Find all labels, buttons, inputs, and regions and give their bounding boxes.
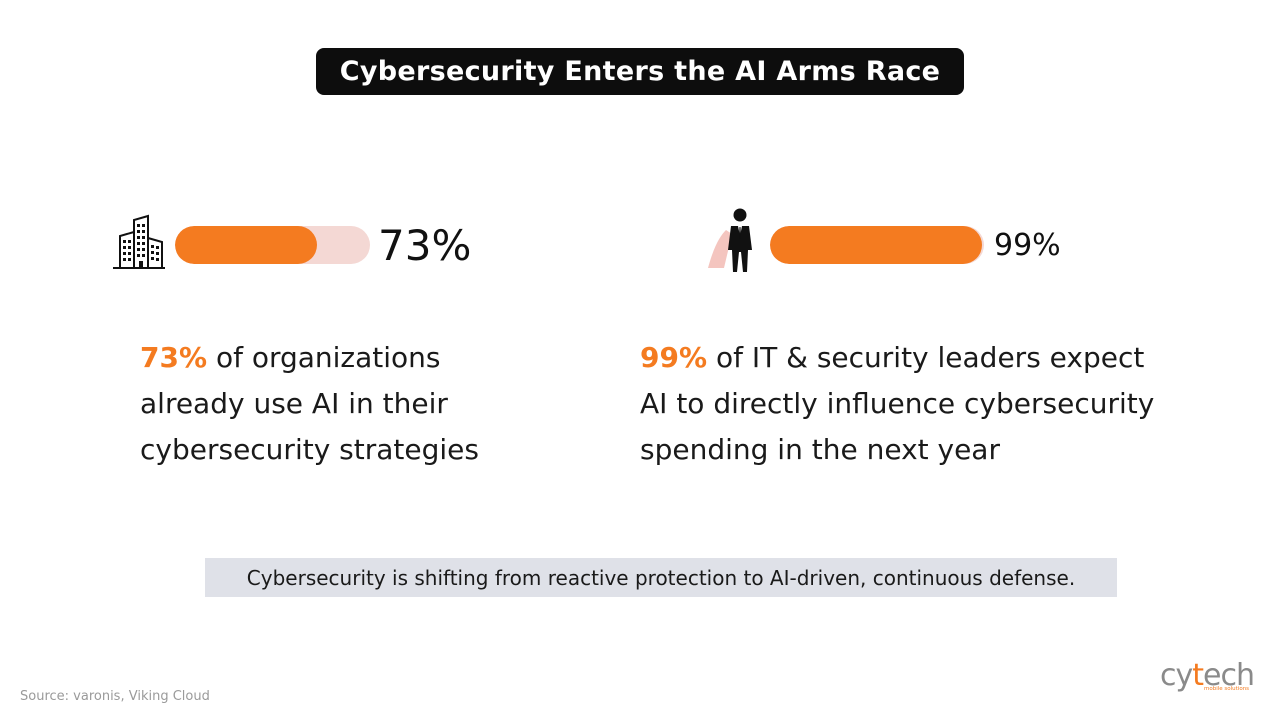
takeaway-banner: Cybersecurity is shifting from reactive … xyxy=(205,558,1117,597)
right-highlight: 99% xyxy=(640,341,708,374)
right-line-3: spending in the next year xyxy=(640,433,1000,466)
left-statistic: 73% of organizations already use AI in t… xyxy=(140,335,479,473)
left-progress-bar xyxy=(175,226,370,264)
logo-text-b: ech xyxy=(1203,658,1255,693)
logo-text-a: cy xyxy=(1160,658,1193,693)
page-title: Cybersecurity Enters the AI Arms Race xyxy=(316,48,964,95)
left-progress-fill xyxy=(175,226,318,264)
right-line-2: AI to directly influence cybersecurity xyxy=(640,387,1155,420)
left-highlight: 73% xyxy=(140,341,208,374)
businessman-icon xyxy=(708,208,752,272)
source-note: Source: varonis, Viking Cloud xyxy=(20,689,210,704)
building-icon xyxy=(113,214,165,269)
left-line-3: cybersecurity strategies xyxy=(140,433,479,466)
right-line-1: of IT & security leaders expect xyxy=(715,341,1145,374)
right-percent-label: 99% xyxy=(994,228,1061,263)
cytech-logo: cytech mobile solutions xyxy=(1160,660,1260,700)
left-line-1: of organizations xyxy=(215,341,441,374)
right-statistic: 99% of IT & security leaders expect AI t… xyxy=(640,335,1154,473)
right-progress-bar xyxy=(770,226,984,264)
logo-tagline: mobile solutions xyxy=(1204,686,1250,692)
left-percent-label: 73% xyxy=(378,221,472,270)
right-progress-fill xyxy=(770,226,982,264)
logo-text-t: t xyxy=(1192,658,1204,693)
logo-wordmark: cytech xyxy=(1160,658,1255,693)
left-line-2: already use AI in their xyxy=(140,387,448,420)
